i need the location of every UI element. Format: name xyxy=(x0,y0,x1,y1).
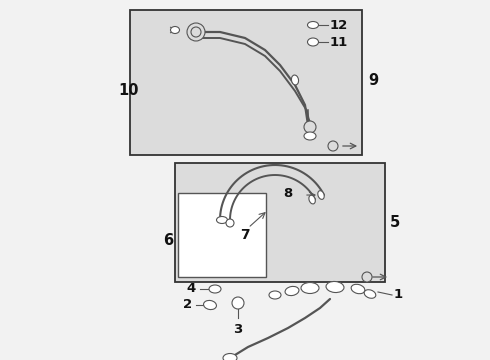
Bar xyxy=(178,193,266,277)
Ellipse shape xyxy=(326,282,344,293)
Ellipse shape xyxy=(269,291,281,299)
Ellipse shape xyxy=(308,22,319,28)
Ellipse shape xyxy=(309,195,315,204)
Text: 10: 10 xyxy=(118,82,139,98)
Text: 3: 3 xyxy=(233,323,243,336)
Ellipse shape xyxy=(351,284,365,294)
Bar xyxy=(175,163,385,282)
Circle shape xyxy=(187,23,205,41)
Circle shape xyxy=(328,141,338,151)
Ellipse shape xyxy=(301,283,319,293)
Circle shape xyxy=(362,272,372,282)
Ellipse shape xyxy=(203,301,217,310)
Text: 1: 1 xyxy=(394,288,403,302)
Circle shape xyxy=(226,219,234,227)
Ellipse shape xyxy=(223,354,237,360)
Text: 2: 2 xyxy=(183,298,192,311)
Text: 8: 8 xyxy=(283,186,292,199)
Ellipse shape xyxy=(318,191,324,199)
Ellipse shape xyxy=(171,27,179,33)
Ellipse shape xyxy=(209,285,221,293)
Text: 7: 7 xyxy=(240,228,249,242)
Text: 11: 11 xyxy=(330,36,348,49)
Ellipse shape xyxy=(292,75,298,85)
Circle shape xyxy=(304,121,316,133)
Text: 4: 4 xyxy=(187,283,196,296)
Ellipse shape xyxy=(308,38,319,46)
Circle shape xyxy=(191,27,201,37)
Text: 6: 6 xyxy=(163,233,173,248)
Ellipse shape xyxy=(304,132,316,140)
Ellipse shape xyxy=(217,216,227,224)
Text: 5: 5 xyxy=(390,215,400,230)
Ellipse shape xyxy=(285,287,299,296)
Text: 12: 12 xyxy=(330,18,348,32)
Text: 9: 9 xyxy=(368,72,378,87)
Ellipse shape xyxy=(364,290,376,298)
Circle shape xyxy=(232,297,244,309)
Bar xyxy=(130,10,362,155)
